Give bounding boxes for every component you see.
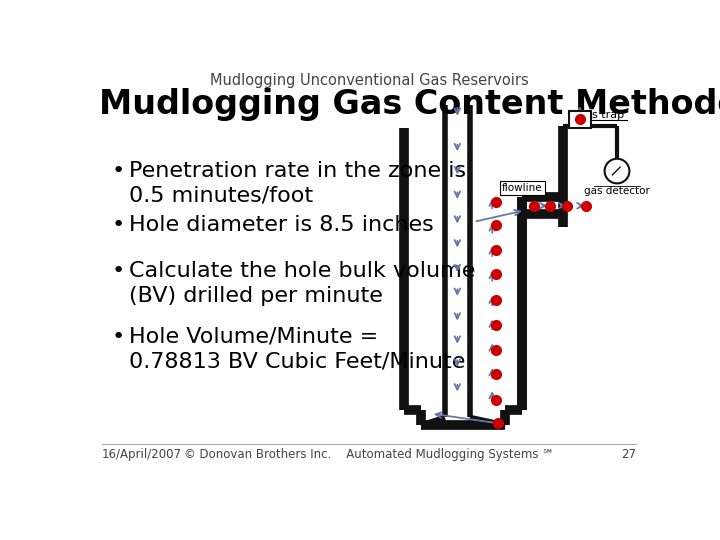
- Text: 27: 27: [621, 448, 636, 461]
- Text: © Donovan Brothers Inc.    Automated Mudlogging Systems ℠: © Donovan Brothers Inc. Automated Mudlog…: [184, 448, 554, 461]
- Circle shape: [605, 159, 629, 184]
- Text: gas detector: gas detector: [584, 186, 650, 195]
- Text: flowline: flowline: [502, 183, 543, 193]
- Text: •: •: [112, 327, 125, 347]
- Text: Hole Volume/Minute =
0.78813 BV Cubic Feet/Minute: Hole Volume/Minute = 0.78813 BV Cubic Fe…: [129, 327, 465, 372]
- Text: Mudlogging Gas Content Methodology: Mudlogging Gas Content Methodology: [99, 88, 720, 121]
- Text: •: •: [112, 161, 125, 181]
- Text: Calculate the hole bulk volume
(BV) drilled per minute: Calculate the hole bulk volume (BV) dril…: [129, 261, 475, 306]
- Text: •: •: [112, 261, 125, 281]
- Bar: [569, 111, 590, 128]
- Text: Mudlogging Unconventional Gas Reservoirs: Mudlogging Unconventional Gas Reservoirs: [210, 72, 528, 87]
- Text: Hole diameter is 8.5 inches: Hole diameter is 8.5 inches: [129, 215, 433, 235]
- Text: Penetration rate in the zone is
0.5 minutes/foot: Penetration rate in the zone is 0.5 minu…: [129, 161, 466, 206]
- Text: gas trap: gas trap: [578, 110, 624, 120]
- Text: 16/April/2007: 16/April/2007: [102, 448, 181, 461]
- FancyBboxPatch shape: [500, 181, 545, 195]
- Text: •: •: [112, 215, 125, 235]
